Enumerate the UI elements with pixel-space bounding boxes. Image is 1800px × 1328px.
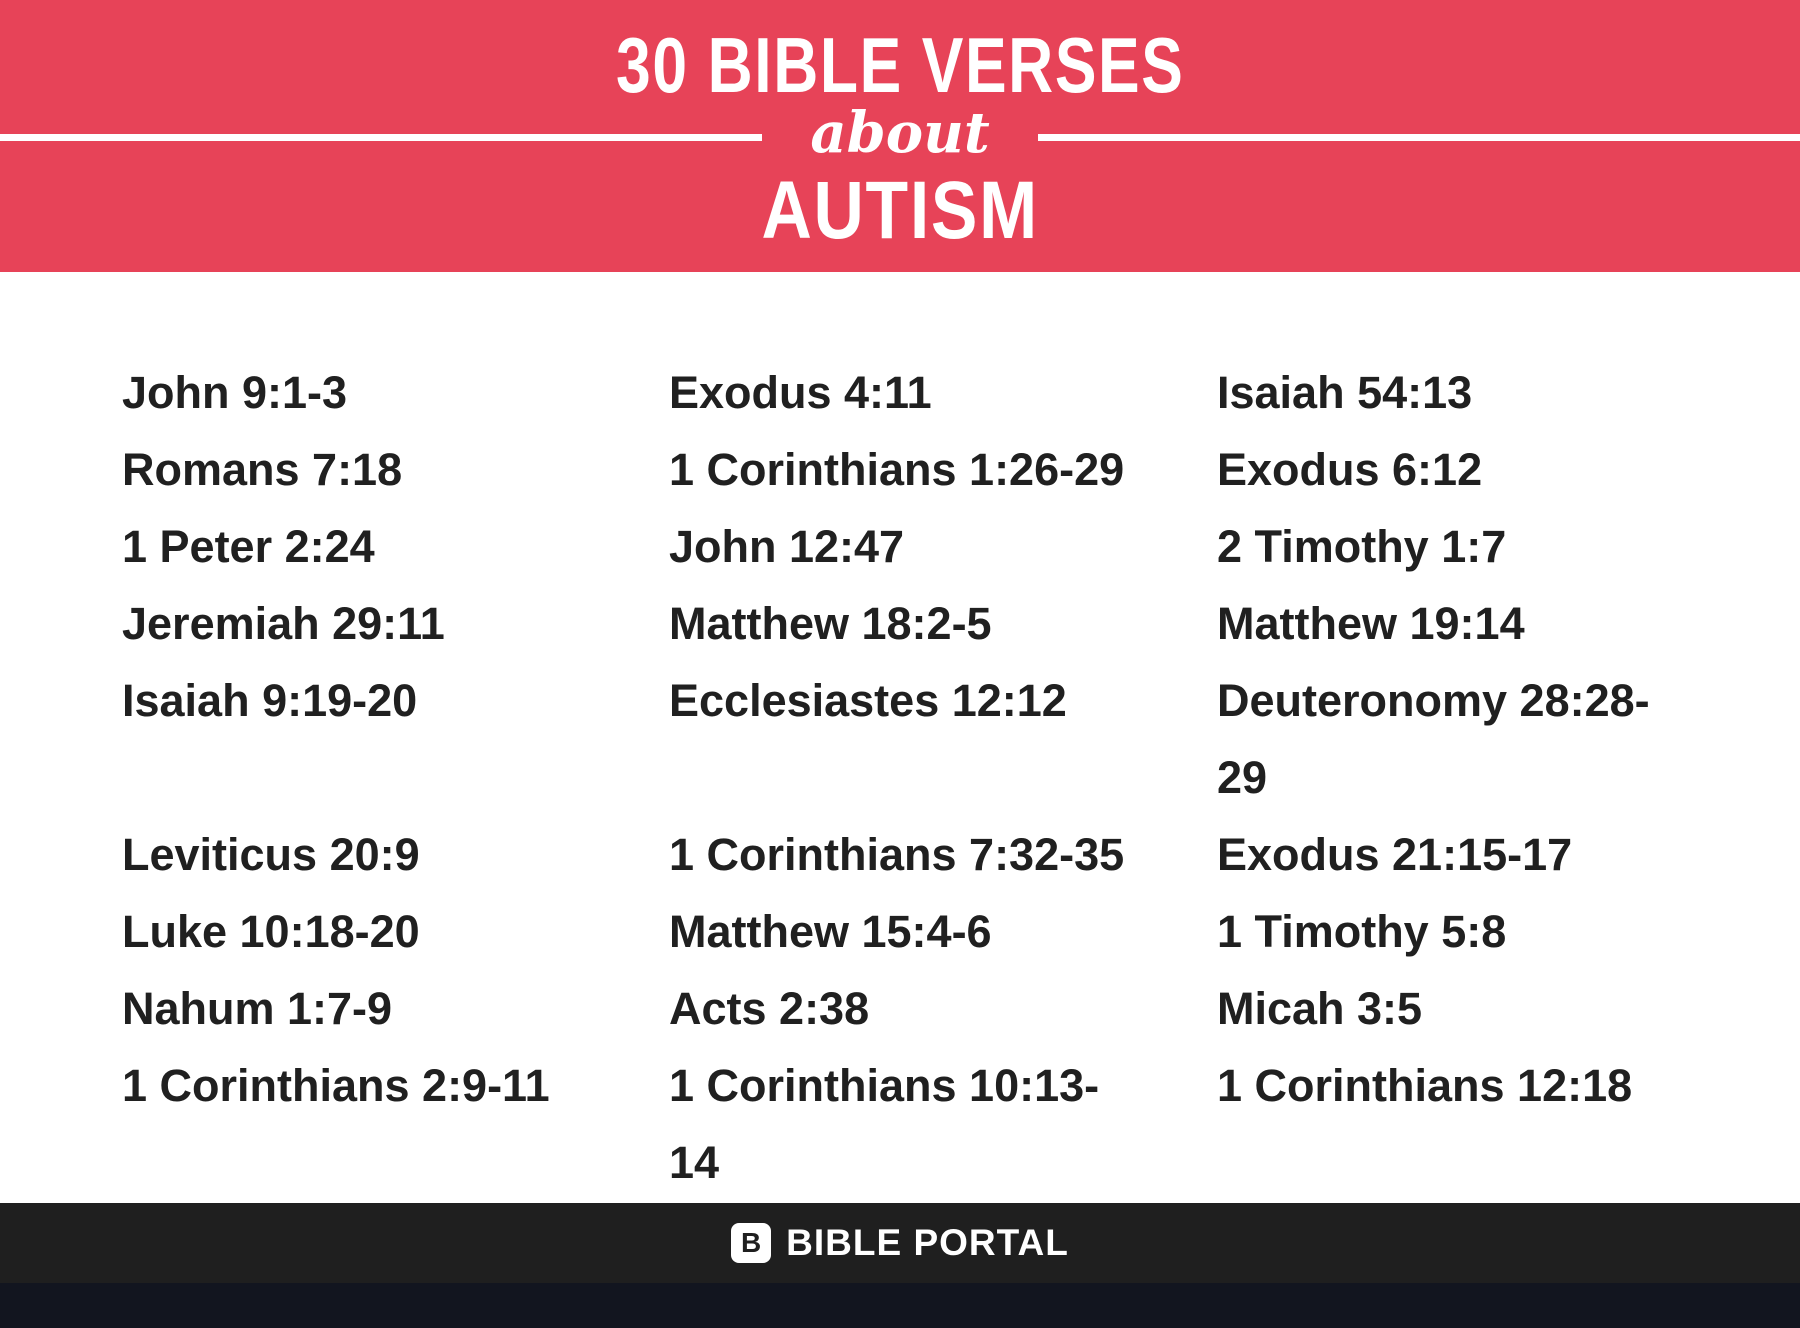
footer-bar: B BIBLE PORTAL (0, 1203, 1800, 1283)
verse-item: Exodus 21:15-17 (1217, 829, 1573, 880)
verse-group: Isaiah 54:13 Exodus 6:12 2 Timothy 1:7 Matt… (1217, 354, 1697, 816)
verse-item: Leviticus 20:9 (122, 829, 420, 880)
verse-item: 1 Corinthians 12:18 (1217, 1060, 1633, 1111)
verse-item: Exodus 4:11 (669, 367, 932, 418)
verse-item: 1 Corinthians 2:9-11 (122, 1060, 550, 1111)
verse-item: Deuteronomy 28:28- 29 (1217, 675, 1650, 803)
about-script-text: about (810, 100, 990, 166)
verse-list: John 9:1-3 Romans 7:18 1 Peter 2:24 Jeremia… (0, 272, 1800, 1203)
divider-line-right (1037, 133, 1800, 141)
verse-column: Isaiah 54:13 Exodus 6:12 2 Timothy 1:7 Matt… (1217, 354, 1697, 1203)
verse-item: Jeremiah 29:11 (122, 598, 445, 649)
verse-item: 1 Timothy 5:8 (1217, 906, 1507, 957)
verse-item: Matthew 15:4-6 (669, 906, 992, 957)
bible-portal-logo-icon: B (731, 1223, 772, 1263)
divider-row: about (0, 100, 1800, 168)
verse-item: Exodus 6:12 (1217, 444, 1483, 495)
verse-group: Leviticus 20:9 Luke 10:18-20 Nahum 1:7-9 1 … (122, 816, 669, 1124)
poster-title-line2: AUTISM (761, 165, 1039, 256)
verse-item: Acts 2:38 (669, 983, 870, 1034)
verse-item: Matthew 18:2-5 (669, 598, 992, 649)
verse-item: Luke 10:18-20 (122, 906, 420, 957)
verse-item: Isaiah 54:13 (1217, 367, 1473, 418)
header-banner: 30 BIBLE VERSES about AUTISM (0, 0, 1800, 272)
verse-group: Exodus 4:11 1 Corinthians 1:26-29 John 12:… (669, 354, 1217, 816)
verse-item: 1 Peter 2:24 (122, 521, 375, 572)
verse-item: Micah 3:5 (1217, 983, 1423, 1034)
verse-item: Matthew 19:14 (1217, 598, 1525, 649)
verse-item: 1 Corinthians 1:26-29 (669, 444, 1125, 495)
verse-item: Ecclesiastes 12:12 (669, 675, 1067, 726)
verse-item: Isaiah 9:19-20 (122, 675, 418, 726)
verse-group: John 9:1-3 Romans 7:18 1 Peter 2:24 Jeremia… (122, 354, 669, 816)
verse-column: John 9:1-3 Romans 7:18 1 Peter 2:24 Jeremia… (122, 354, 669, 1203)
verse-item: John 12:47 (669, 521, 905, 572)
verse-group: 1 Corinthians 7:32-35 Matthew 15:4-6 Acts … (669, 816, 1217, 1201)
verse-column: Exodus 4:11 1 Corinthians 1:26-29 John 12:… (669, 354, 1217, 1203)
verse-item: 2 Timothy 1:7 (1217, 521, 1507, 572)
brand-name: BIBLE PORTAL (786, 1222, 1069, 1263)
logo-letter: B (741, 1227, 762, 1258)
verse-item: 1 Corinthians 7:32-35 (669, 829, 1125, 880)
divider-line-left (0, 133, 763, 141)
verse-item: Nahum 1:7-9 (122, 983, 393, 1034)
verse-item: Romans 7:18 (122, 444, 403, 495)
verse-item: John 9:1-3 (122, 367, 348, 418)
verse-item: 1 Corinthians 10:13- 14 (669, 1060, 1100, 1188)
bottom-strip (0, 1283, 1800, 1328)
verse-group: Exodus 21:15-17 1 Timothy 5:8 Micah 3:5 1 C… (1217, 816, 1697, 1124)
poster-title-line1: 30 BIBLE VERSES (615, 21, 1185, 109)
